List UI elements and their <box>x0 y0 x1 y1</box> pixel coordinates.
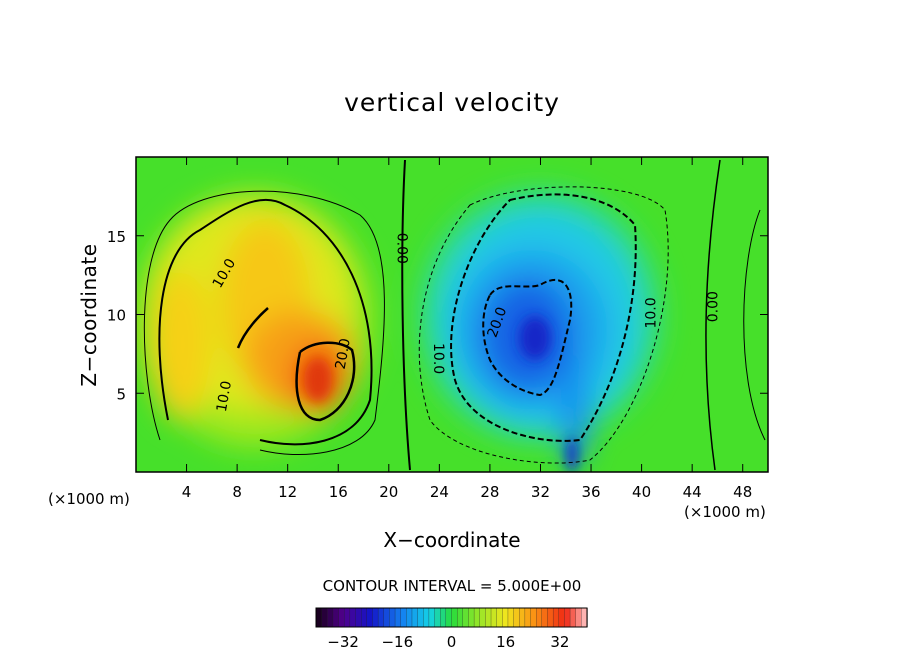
colorbar-cell <box>519 607 526 628</box>
colorbar-cell <box>547 607 554 628</box>
colorbar-cell <box>468 607 475 628</box>
colorbar-cell <box>428 607 436 628</box>
colorbar-cell <box>434 607 441 628</box>
x-tick-label-10: 44 <box>683 483 702 501</box>
colorbar-tick-label-0: −32 <box>327 633 359 651</box>
x-tick-label-3: 16 <box>329 483 348 501</box>
x-tick-label-2: 12 <box>278 483 297 501</box>
colorbar-tick-label-3: 16 <box>496 633 515 651</box>
contour-label-2: 20.0 <box>333 337 354 370</box>
colorbar-cell <box>406 607 413 628</box>
colorbar-cell <box>558 607 566 628</box>
contour-label-1: 10.0 <box>214 380 235 413</box>
x-tick-label-6: 28 <box>480 483 499 501</box>
colorbar-frame <box>315 607 588 628</box>
y-axis: 5 10 15 <box>107 228 768 403</box>
contour-label-3: 0.00 <box>393 233 409 264</box>
x-tick-label-5: 24 <box>430 483 449 501</box>
contour-interval-label: CONTOUR INTERVAL = 5.000E+00 <box>322 577 582 595</box>
colorbar: −32 −16 0 16 32 <box>315 607 588 651</box>
x-tick-label-0: 4 <box>182 483 192 501</box>
x-unit-label-left: (×1000 m) <box>48 490 130 508</box>
colorbar-cell <box>451 607 458 628</box>
colorbar-cell <box>372 607 379 628</box>
colorbar-tick-label-4: 32 <box>550 633 569 651</box>
colorbar-cell <box>569 607 577 628</box>
colorbar-cell <box>361 607 368 628</box>
colorbar-cell <box>502 607 509 628</box>
y-tick-label-2: 15 <box>107 228 126 246</box>
colorbar-cell <box>338 607 345 628</box>
colorbar-cell <box>417 607 424 628</box>
chart-title: vertical velocity <box>344 88 560 117</box>
colorbar-cell <box>507 607 515 628</box>
colorbar-cell <box>411 607 419 628</box>
colorbar-cell <box>400 607 407 628</box>
colorbar-cell <box>552 607 560 628</box>
colorbar-cell <box>462 607 470 628</box>
colorbar-cell <box>349 607 357 628</box>
colorbar-cell <box>315 607 323 628</box>
x-tick-label-11: 48 <box>733 483 752 501</box>
contour-label-5: 10.0 <box>430 343 446 374</box>
x-tick-label-1: 8 <box>232 483 242 501</box>
y-tick-label-0: 5 <box>116 385 126 403</box>
colorbar-cell <box>485 607 492 628</box>
x-tick-label-8: 36 <box>581 483 600 501</box>
colorbar-cell <box>389 607 396 628</box>
colorbar-cell <box>479 607 487 628</box>
colorbar-cell <box>344 607 351 628</box>
colorbar-cell <box>377 607 385 628</box>
colorbar-cell <box>490 607 498 628</box>
colorbar-tick-label-2: 0 <box>447 633 457 651</box>
colorbar-cell <box>541 607 549 628</box>
colorbar-cell <box>327 607 334 628</box>
colorbar-cell <box>394 607 402 628</box>
velocity-field <box>136 157 768 472</box>
colorbar-cell <box>355 607 362 628</box>
x-tick-label-4: 20 <box>379 483 398 501</box>
colorbar-cell <box>473 607 481 628</box>
colorbar-cell <box>536 607 543 628</box>
colorbar-cell <box>383 607 391 628</box>
x-unit-label-right: (×1000 m) <box>684 503 766 521</box>
colorbar-cell <box>513 607 520 628</box>
colorbar-cell <box>564 607 571 628</box>
colorbar-cell <box>321 607 328 628</box>
colorbar-cell <box>496 607 503 628</box>
contour-label-6: 10.0 <box>644 297 660 328</box>
colorbar-cell <box>366 607 374 628</box>
contour-label-7: 0.00 <box>706 291 722 322</box>
colorbar-cell <box>456 607 464 628</box>
x-tick-label-9: 40 <box>632 483 651 501</box>
colorbar-tick-label-1: −16 <box>381 633 413 651</box>
colorbar-cell <box>332 607 340 628</box>
x-tick-label-7: 32 <box>531 483 550 501</box>
colorbar-cell <box>445 607 453 628</box>
colorbar-cell <box>575 607 583 628</box>
colorbar-cell <box>530 607 537 628</box>
y-tick-label-1: 10 <box>107 307 126 325</box>
x-axis: 4 8 12 16 20 24 28 32 36 40 44 48 <box>182 157 752 501</box>
colorbar-cell <box>440 607 447 628</box>
colorbar-cell <box>524 607 532 628</box>
x-axis-label: X−coordinate <box>383 528 521 552</box>
colorbar-cell <box>423 607 430 628</box>
